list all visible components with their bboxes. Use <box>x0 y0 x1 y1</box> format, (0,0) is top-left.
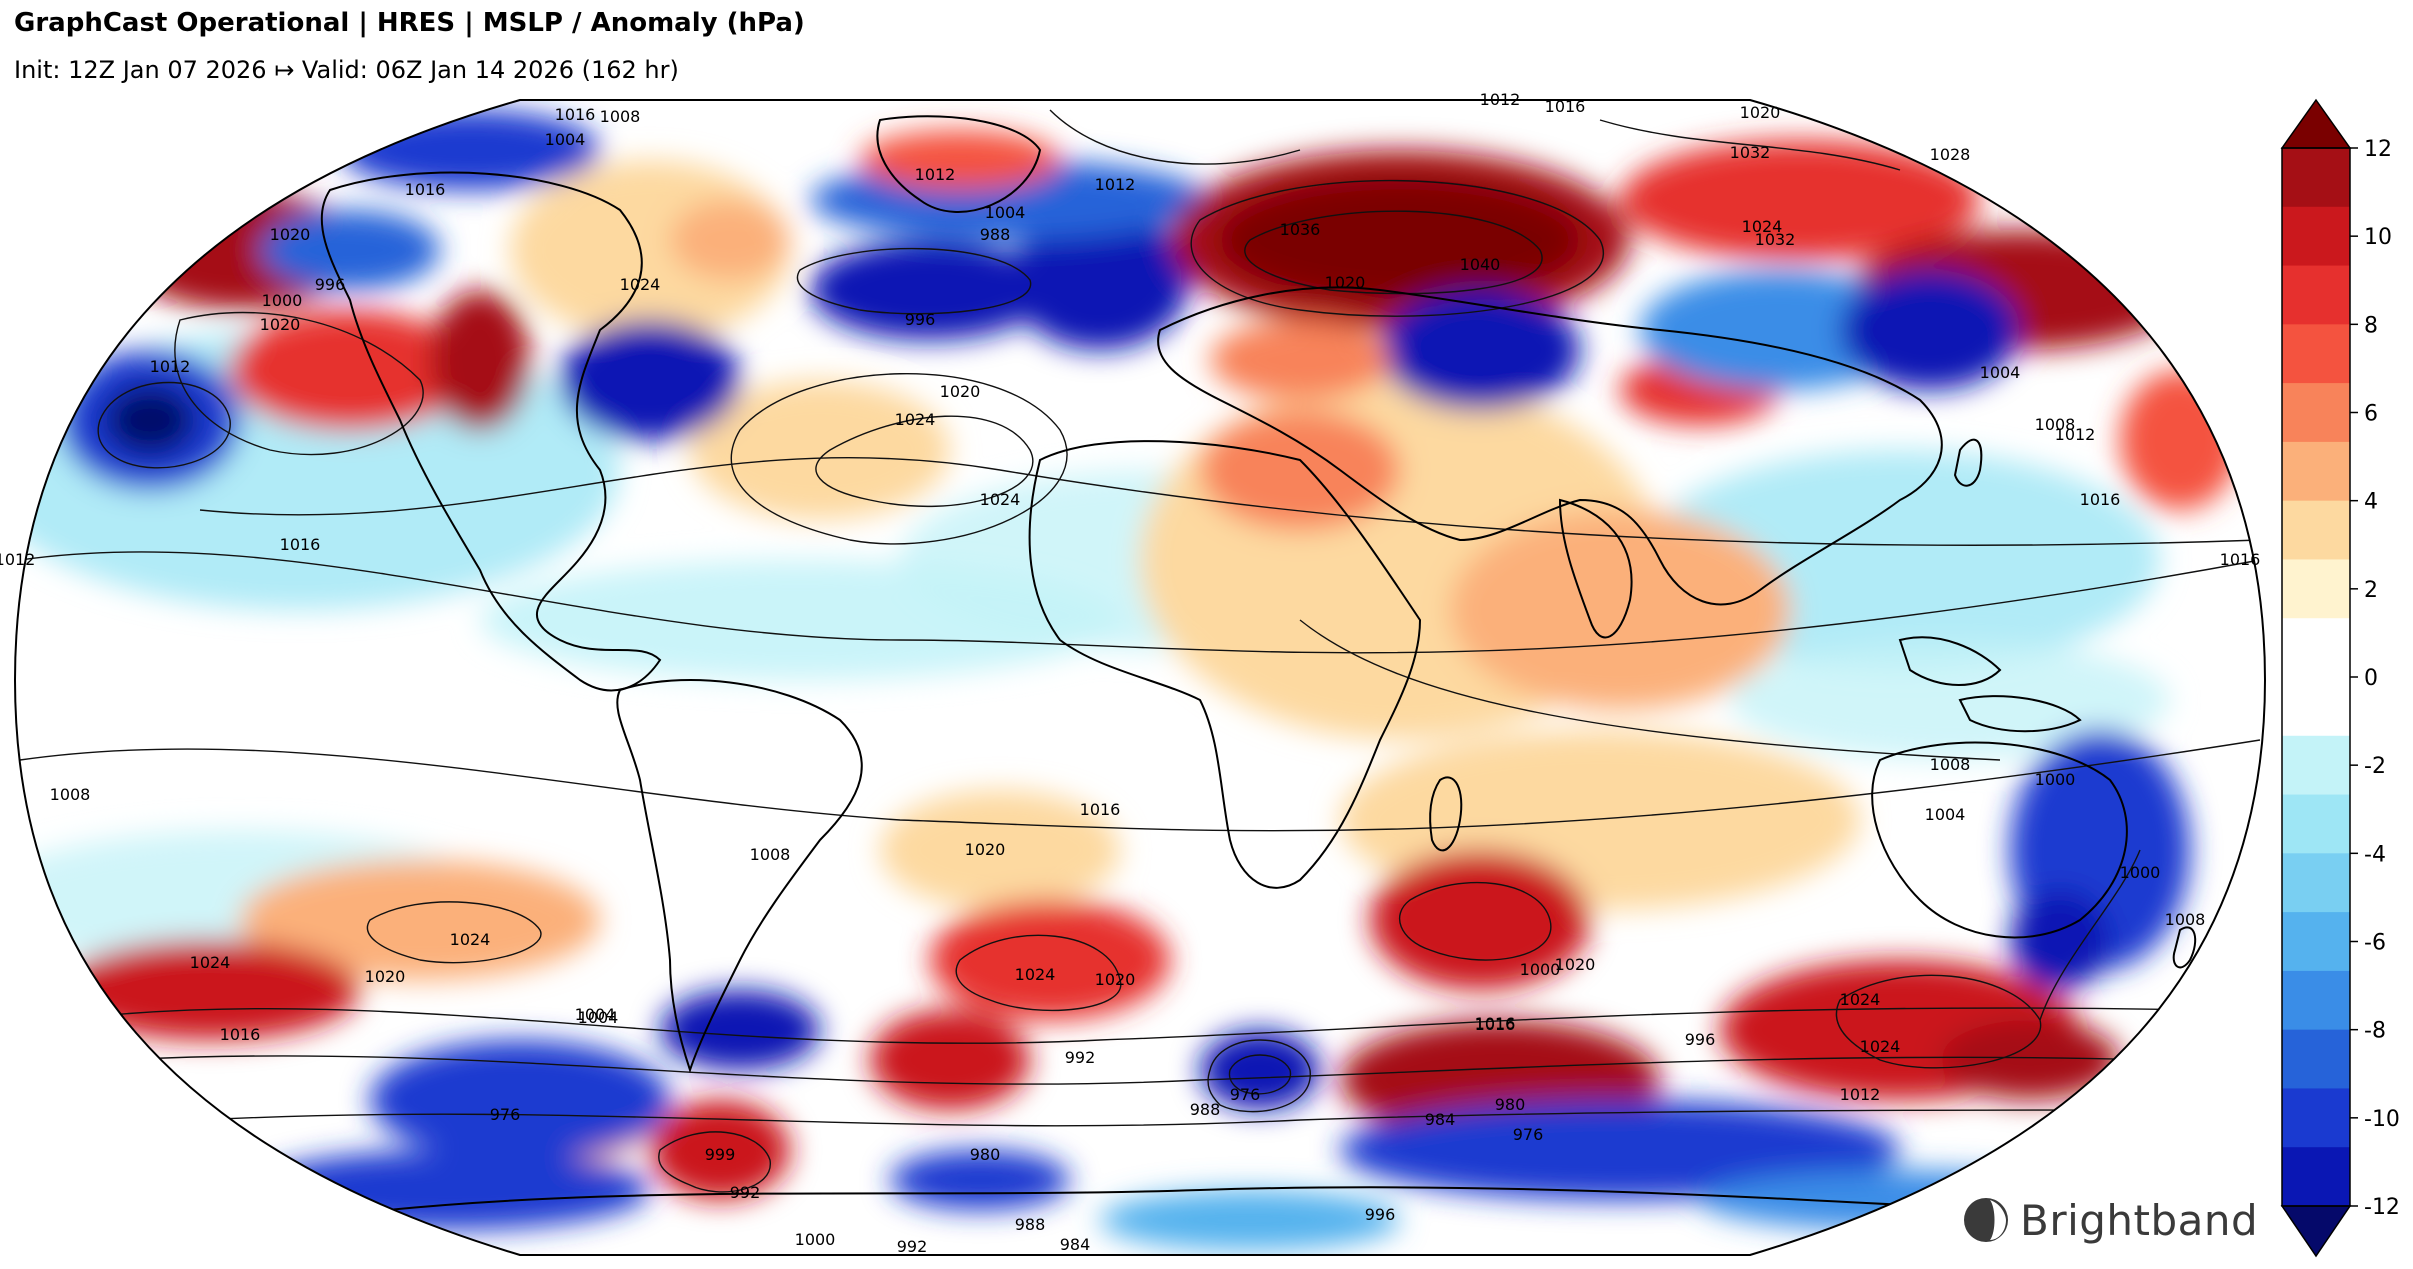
contour-label: 992 <box>897 1237 928 1256</box>
contour-label: 1012 <box>1480 90 1521 109</box>
contour-label: 1004 <box>578 1008 619 1027</box>
contour-label: 1024 <box>620 275 661 294</box>
contour-label: 1020 <box>1555 955 1596 974</box>
map-subtitle: Init: 12Z Jan 07 2026 ↦ Valid: 06Z Jan 1… <box>14 56 679 84</box>
contour-label: 992 <box>1065 1048 1096 1067</box>
contour-label: 976 <box>1230 1085 1261 1104</box>
contour-label: 1000 <box>2035 770 2076 789</box>
contour-label: 1000 <box>795 1230 836 1249</box>
contour-label: 1012 <box>150 357 191 376</box>
contour-label: 1028 <box>1930 145 1971 164</box>
contour-label: 988 <box>980 225 1011 244</box>
contour-label: 1000 <box>2120 863 2161 882</box>
contour-label: 1024 <box>895 410 936 429</box>
contour-label: 1004 <box>1980 363 2021 382</box>
contour-label: 1004 <box>1925 805 1966 824</box>
contour-label: 1020 <box>365 967 406 986</box>
isobar-lines <box>19 109 2261 1193</box>
contour-label: 1024 <box>190 953 231 972</box>
contour-label: 1012 <box>2055 425 2096 444</box>
contour-label: 1016 <box>1475 1014 1516 1033</box>
coastlines <box>299 115 2197 1221</box>
contour-label: 984 <box>1060 1235 1091 1254</box>
contour-label: 1008 <box>600 107 641 126</box>
contour-label: 1040 <box>1460 255 1501 274</box>
contour-label: 1012 <box>1095 175 1136 194</box>
contour-label: 1000 <box>262 291 303 310</box>
contour-label: 1008 <box>2035 415 2076 434</box>
contour-label: 996 <box>1365 1205 1396 1224</box>
contour-label: 1016 <box>2220 550 2261 569</box>
contour-label: 1016 <box>405 180 446 199</box>
contour-label: 988 <box>1190 1100 1221 1119</box>
contour-label: 976 <box>490 1105 521 1124</box>
brightband-logo-icon <box>1964 1198 2008 1242</box>
contour-label: 1004 <box>545 130 586 149</box>
brightband-logo-text: Brightband <box>2020 1195 2259 1245</box>
brightband-logo: Brightband <box>1962 1192 2258 1248</box>
contour-label: 984 <box>1425 1110 1456 1129</box>
contour-label: 1016 <box>1080 800 1121 819</box>
contour-label: 1016 <box>1475 1015 1516 1034</box>
map-title: GraphCast Operational | HRES | MSLP / An… <box>14 8 805 38</box>
contour-label: 1008 <box>750 845 791 864</box>
contour-label: 1016 <box>2080 490 2121 509</box>
contour-label: 1020 <box>940 382 981 401</box>
contour-label: 1012 <box>1840 1085 1881 1104</box>
contour-label: 1032 <box>1755 230 1796 249</box>
contour-label: 992 <box>730 1183 761 1202</box>
contour-label: 1020 <box>965 840 1006 859</box>
contour-label: 1036 <box>1280 220 1321 239</box>
contour-label: 1024 <box>1860 1037 1901 1056</box>
contour-label: 996 <box>1685 1030 1716 1049</box>
contour-label: 1024 <box>1015 965 1056 984</box>
contour-label: 1032 <box>1730 143 1771 162</box>
contour-label: 1020 <box>1095 970 1136 989</box>
contour-label: 980 <box>1495 1095 1526 1114</box>
contour-label: 1024 <box>450 930 491 949</box>
contour-label: 996 <box>905 310 936 329</box>
contour-label: 1020 <box>1740 103 1781 122</box>
contour-label: 1012 <box>915 165 956 184</box>
contour-label: 1008 <box>2165 910 2206 929</box>
contour-label: 1020 <box>1325 273 1366 292</box>
contour-label: 1024 <box>1840 990 1881 1009</box>
contour-label: 1012 <box>0 550 35 569</box>
contour-label: 1020 <box>270 225 311 244</box>
contour-label: 1016 <box>280 535 321 554</box>
contour-label: 1024 <box>1742 217 1783 236</box>
contour-label: 1016 <box>1545 97 1586 116</box>
contour-label: 1000 <box>1520 960 1561 979</box>
contour-label: 1008 <box>50 785 91 804</box>
contour-label: 1016 <box>555 105 596 124</box>
contour-label: 1004 <box>575 1005 616 1024</box>
contour-label: 1004 <box>985 203 1026 222</box>
contour-label: 999 <box>705 1145 736 1164</box>
contour-label: 1016 <box>220 1025 261 1044</box>
contour-label: 1020 <box>260 315 301 334</box>
contour-labels: 1008100410161020102410121016100099610201… <box>0 90 2260 1256</box>
contour-label: 1008 <box>1930 755 1971 774</box>
contour-label: 988 <box>1015 1215 1046 1234</box>
anomaly-field <box>15 100 2265 1255</box>
contour-label: 980 <box>970 1145 1001 1164</box>
contour-label: 1024 <box>980 490 1021 509</box>
contour-label: 996 <box>315 275 346 294</box>
globe-outline <box>13 99 2267 1256</box>
contour-label: 976 <box>1513 1125 1544 1144</box>
